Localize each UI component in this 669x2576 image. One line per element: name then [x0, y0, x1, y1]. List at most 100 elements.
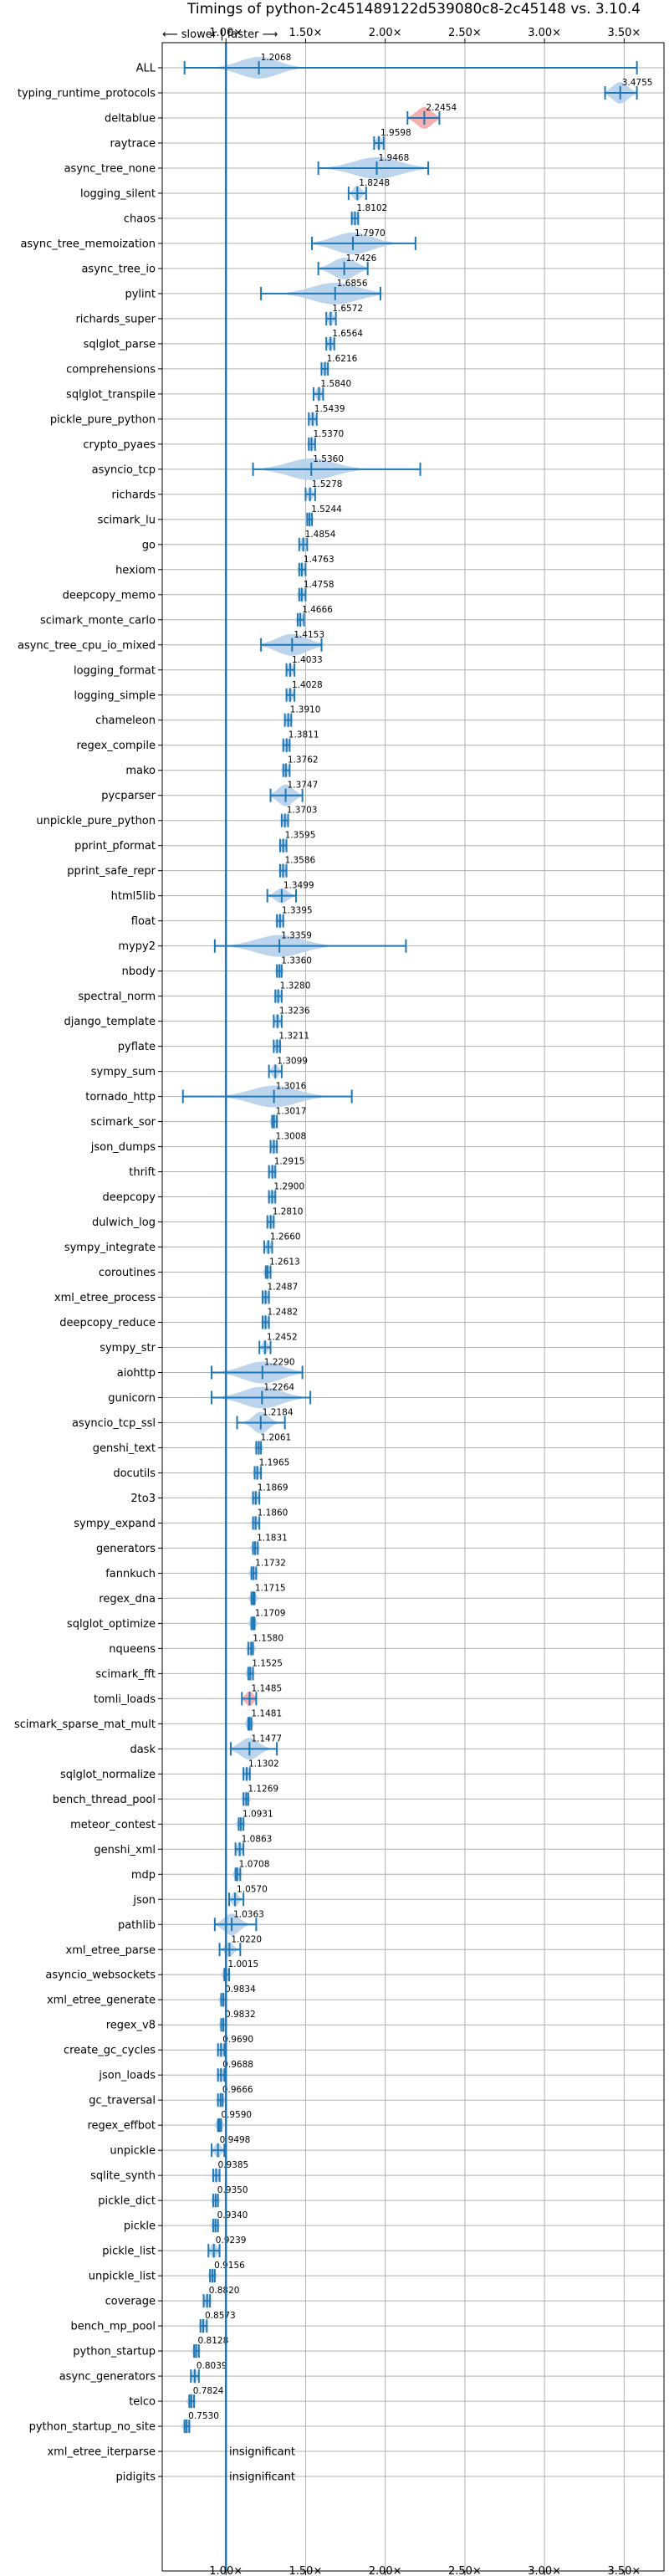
chart-title: Timings of python-2c451489122d539080c8-2…: [186, 1, 641, 18]
median-label: 0.9498: [220, 2135, 251, 2145]
y-tick-label: sympy_expand: [74, 1518, 156, 1530]
y-tick-label: genshi_xml: [94, 1844, 156, 1856]
y-tick-label: 2to3: [130, 1493, 156, 1505]
median-label: 1.1831: [257, 1533, 288, 1543]
median-label: 1.1269: [248, 1784, 278, 1794]
median-label: 1.0363: [233, 1909, 264, 1919]
median-label: 0.9340: [217, 2210, 248, 2220]
median-label: 1.2452: [267, 1332, 298, 1342]
y-tick-label: pickle_dict: [98, 2195, 156, 2208]
insignificant-label: insignificant: [229, 2446, 295, 2459]
y-tick-label: mypy2: [118, 940, 156, 953]
y-tick-label: bench_thread_pool: [53, 1794, 156, 1806]
median-label: 1.1485: [251, 1683, 282, 1693]
y-tick-label: nqueens: [109, 1643, 156, 1656]
median-label: 1.1481: [251, 1708, 282, 1718]
median-label: 1.4028: [292, 680, 323, 690]
y-tick-label: unpickle_list: [89, 2271, 156, 2283]
y-tick-label: richards_super: [75, 313, 156, 325]
median-label: 1.2184: [263, 1407, 294, 1417]
median-label: 1.2264: [263, 1382, 294, 1392]
y-tick-label: docutils: [113, 1467, 156, 1480]
median-label: 1.0863: [242, 1834, 273, 1844]
y-tick-label: pickle: [124, 2220, 156, 2233]
y-tick-label: html5lib: [111, 890, 156, 903]
median-label: 1.0708: [239, 1859, 270, 1869]
median-label: 0.9239: [216, 2235, 247, 2246]
y-tick-label: xml_etree_process: [54, 1292, 156, 1304]
y-tick-label: logging_simple: [74, 689, 156, 702]
median-label: 1.0931: [243, 1809, 273, 1819]
y-tick-label: json_dumps: [90, 1141, 156, 1154]
median-label: 1.2613: [269, 1257, 300, 1268]
y-tick-label: create_gc_cycles: [64, 2045, 156, 2057]
median-label: 1.3280: [280, 981, 311, 991]
y-tick-label: python_startup: [73, 2346, 156, 2358]
y-tick-label: deltablue: [105, 112, 156, 125]
direction-note: ⟵ slower | faster ⟶: [162, 28, 278, 41]
median-label: 1.5840: [320, 379, 351, 389]
median-label: 1.3359: [281, 931, 312, 941]
median-label: 1.2900: [273, 1182, 304, 1192]
y-tick-label: pyflate: [118, 1041, 156, 1053]
axes: 1.00× 1.50× 2.00× 2.50× 3.00× 3.50× ALL typing_…: [14, 27, 641, 2576]
median-label: 1.3586: [284, 856, 315, 866]
y-tick-label: gunicorn: [108, 1392, 156, 1405]
median-label: 1.4666: [302, 605, 333, 615]
y-tick-label: asyncio_tcp: [92, 463, 156, 476]
median-label: 1.4758: [304, 580, 334, 590]
median-label: 1.9598: [380, 128, 411, 138]
y-tick-label: scimark_fft: [95, 1668, 156, 1681]
y-tick-label: coroutines: [99, 1267, 156, 1279]
x-tick-label-bottom: 3.50×: [607, 2565, 641, 2576]
median-label: 0.8039: [197, 2361, 227, 2371]
median-label: 1.7426: [346, 254, 377, 264]
median-label: 1.3360: [281, 956, 312, 966]
y-tick-label: regex_compile: [76, 740, 156, 752]
y-tick-label: genshi_text: [93, 1442, 156, 1455]
y-tick-label: coverage: [105, 2296, 156, 2308]
median-label: 1.9468: [379, 153, 410, 163]
y-tick-label: async_tree_io: [81, 263, 156, 275]
median-label: 1.3595: [285, 831, 316, 841]
y-tick-label: raytrace: [110, 137, 156, 150]
median-label: 0.9156: [214, 2261, 245, 2271]
median-label: 0.9834: [225, 1984, 256, 1995]
median-label: 1.4033: [292, 655, 323, 665]
median-label: 1.1477: [251, 1734, 282, 1744]
median-label: 1.3395: [282, 906, 313, 916]
y-tick-label: spectral_norm: [78, 991, 156, 1003]
y-tick-label: generators: [96, 1543, 156, 1555]
median-label: 1.5370: [313, 429, 344, 439]
y-tick-label: go: [142, 539, 156, 551]
y-tick-label: pprint_pformat: [74, 840, 156, 853]
y-tick-label: crypto_pyaes: [83, 438, 156, 451]
x-tick-label-top: 3.00×: [528, 27, 561, 39]
median-label: 1.5244: [311, 504, 342, 515]
y-tick-label: deepcopy_memo: [63, 589, 156, 602]
y-tick-label: meteor_contest: [70, 1819, 156, 1831]
y-tick-label: pidigits: [116, 2471, 156, 2484]
x-tick-label-top: 2.50×: [448, 27, 482, 39]
y-tick-label: gc_traversal: [89, 2095, 156, 2107]
median-label: 1.2810: [273, 1207, 304, 1217]
y-tick-label: regex_dna: [99, 1593, 156, 1606]
median-label: 0.7530: [188, 2411, 219, 2421]
median-label: 0.7824: [193, 2386, 224, 2396]
y-tick-label: xml_etree_generate: [47, 1995, 156, 2007]
y-tick-label: deepcopy: [102, 1191, 156, 1204]
median-label: 1.3762: [288, 755, 319, 766]
median-label: 1.3211: [278, 1032, 309, 1042]
median-label: 0.8820: [209, 2286, 240, 2296]
median-label: 1.4153: [294, 630, 324, 640]
median-label: 1.1580: [253, 1633, 283, 1643]
median-label: 1.7970: [355, 228, 386, 238]
x-tick-label-bottom: 1.00×: [209, 2565, 243, 2576]
median-label: 1.3236: [279, 1006, 310, 1017]
y-tick-label: dask: [130, 1744, 156, 1756]
median-label: 1.2290: [264, 1357, 295, 1367]
median-label: 0.9590: [221, 2110, 252, 2120]
y-tick-label: telco: [129, 2396, 156, 2409]
y-tick-label: async_generators: [59, 2371, 156, 2384]
y-tick-label: regex_effbot: [87, 2120, 156, 2133]
